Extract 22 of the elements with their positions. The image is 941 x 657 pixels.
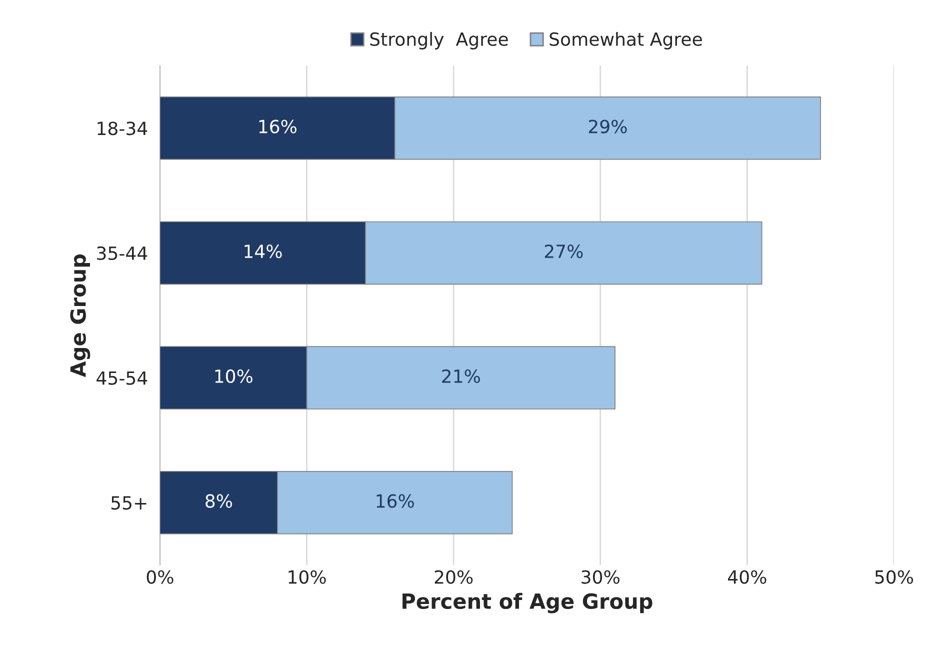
y-tick-label: 18-34 [98, 122, 148, 136]
data-label: 14% [244, 244, 282, 258]
data-label: 10% [215, 369, 252, 384]
y-tick-label: 35-44 [97, 246, 148, 260]
x-tick-label: 30% [582, 570, 620, 584]
data-label: 16% [259, 120, 296, 134]
legend-label: Somewhat Agree [550, 32, 702, 50]
data-label: 27% [544, 244, 583, 258]
data-label: 8% [206, 494, 232, 508]
x-tick-label: 20% [434, 570, 473, 584]
x-tick-label: 40% [728, 570, 766, 584]
y-axis-title: Age Group [70, 254, 90, 378]
x-tick-label: 0% [146, 570, 174, 584]
data-label: 16% [376, 494, 414, 508]
y-tick-label: 55+ [111, 496, 146, 510]
y-tick-label: 45-54 [96, 371, 148, 385]
x-tick-label: 10% [288, 570, 326, 584]
x-tick-label: 50% [875, 570, 914, 584]
data-label: 29% [588, 120, 627, 134]
data-label: 21% [442, 369, 480, 384]
x-axis-title: Percent of Age Group [402, 592, 652, 614]
legend-label: Strongly Agree [370, 32, 508, 50]
